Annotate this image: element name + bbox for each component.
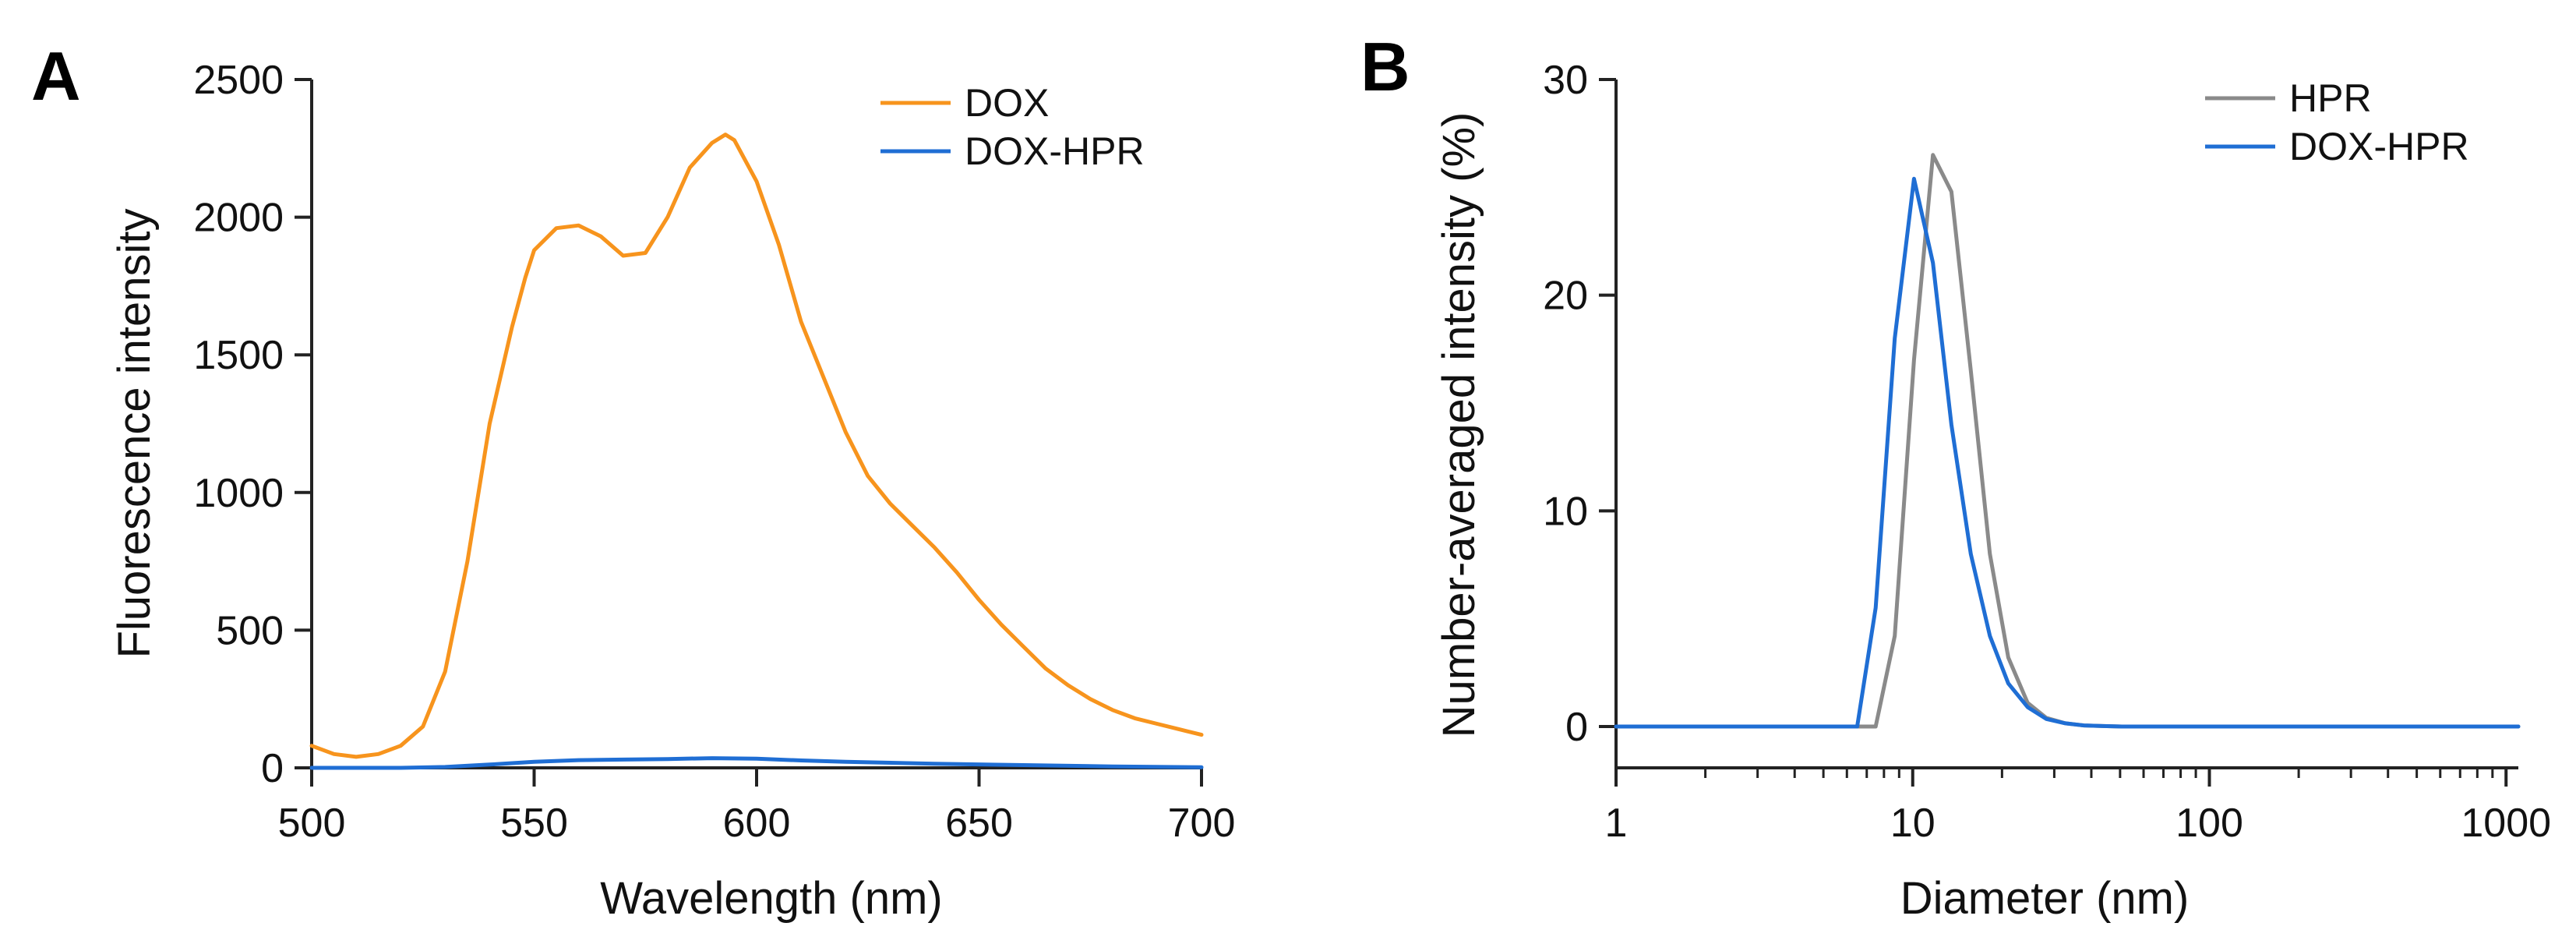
y-tick-label: 2000 xyxy=(193,196,284,241)
legend-label: DOX xyxy=(965,81,1049,125)
y-tick-label: 2500 xyxy=(193,58,284,103)
x-tick-label: 1000 xyxy=(2461,801,2551,846)
legend-label: DOX-HPR xyxy=(2289,125,2469,168)
panel-b-axes: 0 10 20 30 1 10 100 1000 xyxy=(1543,58,2551,846)
x-tick-label: 700 xyxy=(1168,801,1236,846)
y-tick-label: 0 xyxy=(1565,705,1588,750)
panel-a-y-axis-title: Fluorescence intensity xyxy=(109,208,160,658)
y-tick-label: 1000 xyxy=(193,471,284,516)
series-line-dox xyxy=(309,133,1204,759)
panel-b-legend: HPR DOX-HPR xyxy=(2205,76,2469,168)
x-tick-label: 600 xyxy=(723,801,791,846)
x-tick-label: 550 xyxy=(500,801,568,846)
x-tick-label: 100 xyxy=(2175,801,2243,846)
y-tick-label: 10 xyxy=(1543,489,1588,534)
panel-a: A Fluorescence intensity Wavelength (nm)… xyxy=(31,37,1235,924)
panel-b-y-axis-title: Number-averaged intensity (%) xyxy=(1434,112,1484,738)
panel-b-series xyxy=(1614,153,2521,729)
x-tick-label: 10 xyxy=(1890,801,1936,846)
series-line-dox-hpr xyxy=(1614,176,2521,729)
x-tick-label: 500 xyxy=(278,801,346,846)
y-tick-label: 0 xyxy=(261,746,284,791)
series-line-hpr xyxy=(1614,153,2521,729)
panel-a-axes: 0 500 1000 1500 2000 2500 500 550 600 650 700 xyxy=(193,58,1235,846)
x-tick-label: 1 xyxy=(1605,801,1628,846)
panel-b-x-axis-title: Diameter (nm) xyxy=(1900,873,2190,924)
panel-a-letter: A xyxy=(31,37,81,115)
legend-label: DOX-HPR xyxy=(965,129,1145,173)
panel-b: B Number-averaged intensity (%) Diameter… xyxy=(1360,28,2551,924)
series-line-dox-hpr xyxy=(309,756,1204,770)
panel-a-x-axis-title: Wavelength (nm) xyxy=(600,873,942,924)
x-tick-label: 650 xyxy=(945,801,1013,846)
panel-b-letter: B xyxy=(1360,28,1410,105)
panel-a-series xyxy=(309,133,1204,770)
y-tick-label: 500 xyxy=(216,608,284,653)
y-tick-label: 30 xyxy=(1543,58,1588,103)
y-tick-label: 1500 xyxy=(193,333,284,378)
legend-label: HPR xyxy=(2289,76,2372,120)
y-tick-label: 20 xyxy=(1543,274,1588,319)
